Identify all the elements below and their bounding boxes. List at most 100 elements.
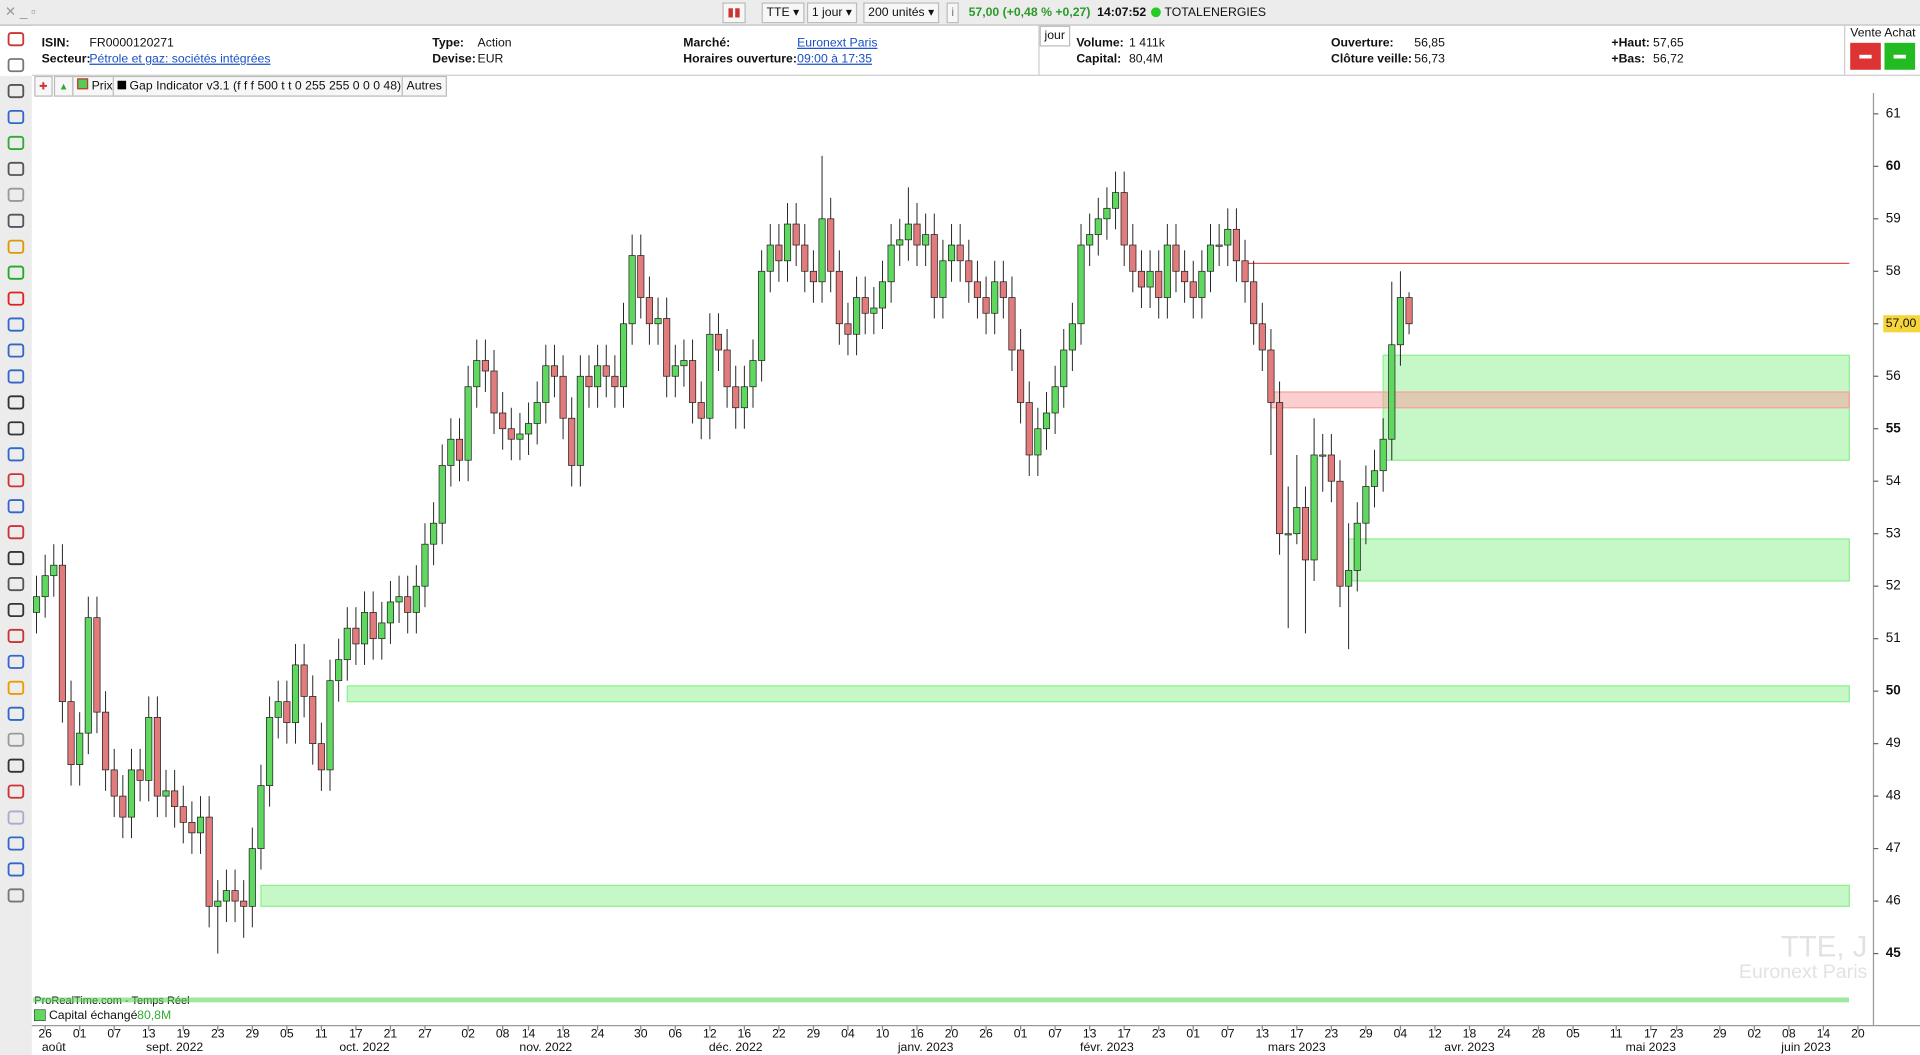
candle-body (1034, 428, 1042, 456)
x-tick-label: 28 (1532, 1026, 1546, 1040)
candle-body (499, 412, 507, 430)
instrument-name: TOTALENERGIES (1164, 6, 1267, 20)
x-tick-label: 06 (668, 1026, 682, 1040)
candle-body (179, 806, 187, 823)
candle-body (1336, 480, 1344, 587)
symbol-select[interactable]: TTE ▾ (761, 2, 805, 24)
candle-body (1206, 244, 1215, 272)
window-controls[interactable]: ✕ _ ▫ (4, 4, 36, 20)
field-value: 80,4M (1128, 52, 1164, 67)
candle-body (585, 375, 593, 388)
month-label: août (42, 1040, 66, 1054)
x-tick-label: 13 (142, 1026, 156, 1040)
candle-body (395, 596, 403, 603)
indicator-tab[interactable]: Gap Indicator v3.1 (f f f 500 t t 0 255 … (112, 75, 407, 97)
candle-body (991, 281, 999, 314)
tool-icon (7, 888, 25, 903)
candle-body (1129, 244, 1137, 272)
candle-body (878, 281, 887, 309)
candle-body (1025, 402, 1033, 456)
field-value: 1 411k (1128, 36, 1165, 51)
candle-body (1362, 486, 1370, 524)
field-value: FR0000120271 (89, 36, 174, 51)
candle-body (663, 318, 671, 377)
candle-body (1163, 244, 1171, 298)
gap-zone (1348, 538, 1850, 582)
x-tick-label: 16 (910, 1026, 924, 1040)
y-tick-label: 46 (1886, 893, 1901, 908)
candle-body (671, 365, 679, 377)
up-button[interactable]: ▲ (53, 75, 74, 97)
y-tick-label: 53 (1886, 525, 1901, 540)
buy-button[interactable]: ▬ (1884, 42, 1916, 70)
candle-body (404, 596, 412, 613)
candle-body (801, 244, 809, 272)
candle-body (1068, 323, 1076, 351)
candle-body (922, 234, 930, 246)
field-label: +Haut: (1611, 36, 1650, 51)
field-label: Horaires ouverture: (683, 52, 797, 67)
candle-body (602, 365, 610, 377)
candle-body (1327, 454, 1335, 482)
period: 1 jour (811, 6, 843, 20)
field-label: Ouverture: (1331, 36, 1394, 51)
close-button[interactable]: ✚ (34, 75, 53, 97)
price-tab[interactable]: Prix (72, 75, 118, 97)
candle-body (153, 717, 161, 797)
icon-button[interactable]: ▮▮ (722, 2, 746, 24)
x-tick-label: 02 (461, 1026, 475, 1040)
candle-body (84, 617, 92, 734)
candle-body (248, 848, 256, 907)
x-tick-label: 24 (1497, 1026, 1511, 1040)
field-label: Type: (432, 36, 465, 51)
candle-body (654, 318, 662, 325)
others-tab[interactable]: Autres (401, 75, 447, 97)
x-tick-label: 21 (384, 1026, 398, 1040)
candle-body (1198, 270, 1206, 298)
candle-body (490, 370, 498, 414)
period-select[interactable]: 1 jour ▾ (806, 2, 857, 24)
tool-icon (7, 447, 25, 462)
x-tick-label: 04 (841, 1026, 855, 1040)
field-link[interactable]: Euronext Paris (797, 36, 878, 51)
x-tick-label: 29 (807, 1026, 821, 1040)
x-tick-label: 05 (1566, 1026, 1580, 1040)
candle-body (1241, 260, 1249, 283)
tool-icon (7, 421, 25, 436)
period-tab[interactable]: jour (1039, 25, 1070, 47)
candle-body (904, 223, 912, 241)
field-link[interactable]: Pétrole et gaz: sociétés intégrées (89, 52, 271, 67)
candle-body (594, 365, 602, 388)
candle-body (1284, 533, 1292, 536)
units-select[interactable]: 200 unités ▾ (863, 2, 940, 24)
tool-icon (7, 602, 25, 618)
x-tick-label: 07 (1221, 1026, 1235, 1040)
candle-body (1060, 349, 1068, 388)
field-link[interactable]: 09:00 à 17:35 (797, 52, 873, 67)
candle-body (913, 223, 921, 246)
candle-body (887, 244, 895, 283)
field-value: 56,73 (1414, 52, 1445, 67)
x-tick-label: 10 (876, 1026, 890, 1040)
candle-body (550, 365, 559, 377)
candle-body (809, 270, 817, 283)
sell-button[interactable]: ▬ (1850, 42, 1881, 70)
info-button[interactable]: i (946, 2, 960, 24)
month-label: nov. 2022 (519, 1040, 572, 1054)
candle-body (386, 601, 394, 624)
x-tick-label: 14 (522, 1026, 536, 1040)
x-tick-label: 18 (1463, 1026, 1477, 1040)
volume-value: 80,8M (137, 1008, 171, 1022)
candle-body (827, 218, 835, 272)
volume-strip (33, 997, 1849, 1003)
tool-icon (7, 654, 25, 669)
candle-body (1353, 522, 1361, 571)
x-tick-label: 05 (280, 1026, 294, 1040)
x-tick-label: 17 (1117, 1026, 1131, 1040)
candle-body (378, 622, 386, 640)
tool-icon (7, 265, 25, 280)
y-tick-label: 52 (1886, 578, 1901, 593)
candle-body (1345, 570, 1353, 587)
y-tick-label: 51 (1886, 630, 1901, 645)
